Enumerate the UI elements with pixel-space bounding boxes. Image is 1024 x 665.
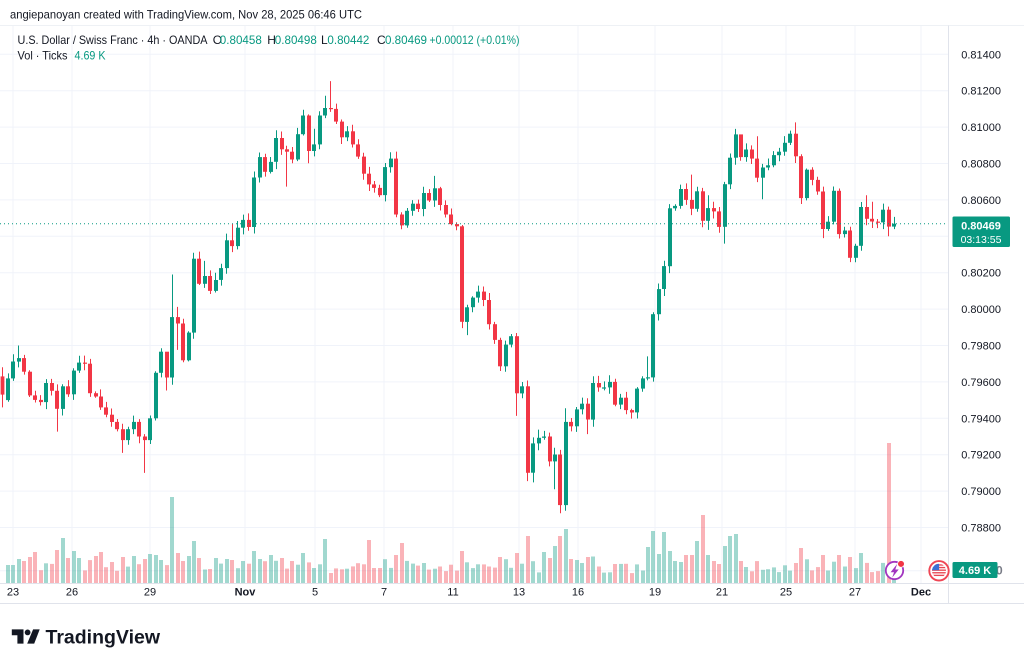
svg-text:0.80469: 0.80469: [961, 221, 1001, 233]
svg-text:+0.00012 (+0.01%): +0.00012 (+0.01%): [430, 33, 520, 47]
svg-text:TradingView: TradingView: [46, 627, 161, 649]
svg-text:19: 19: [649, 587, 661, 599]
svg-text:13: 13: [513, 587, 525, 599]
svg-text:7: 7: [381, 587, 387, 599]
svg-text:C: C: [377, 33, 386, 47]
svg-text:0.78800: 0.78800: [961, 523, 1001, 535]
svg-text:16: 16: [572, 587, 584, 599]
svg-text:0.80200: 0.80200: [961, 268, 1001, 280]
svg-text:angiepanoyan created with Trad: angiepanoyan created with TradingView.co…: [10, 8, 362, 22]
svg-text:11: 11: [447, 587, 458, 599]
svg-text:0.81000: 0.81000: [961, 122, 1001, 134]
svg-text:0.79000: 0.79000: [961, 486, 1001, 498]
svg-text:26: 26: [66, 587, 78, 599]
svg-text:23: 23: [7, 587, 19, 599]
svg-text:0.79800: 0.79800: [961, 341, 1001, 353]
svg-text:O: O: [213, 33, 222, 47]
svg-text:Dec: Dec: [911, 587, 931, 599]
svg-text:03:13:55: 03:13:55: [961, 234, 1002, 246]
svg-text:27: 27: [849, 587, 861, 599]
svg-text:0.81200: 0.81200: [961, 86, 1001, 98]
svg-text:Nov: Nov: [235, 587, 257, 599]
svg-text:21: 21: [716, 587, 728, 599]
svg-text:4.69 K: 4.69 K: [75, 49, 106, 63]
svg-text:0.79400: 0.79400: [961, 413, 1001, 425]
svg-text:0.80498: 0.80498: [275, 33, 317, 47]
svg-text:5: 5: [312, 587, 318, 599]
svg-text:0.80442: 0.80442: [327, 33, 369, 47]
svg-text:0.80000: 0.80000: [961, 304, 1001, 316]
svg-text:4.69 K: 4.69 K: [959, 565, 991, 577]
svg-text:0: 0: [996, 564, 1003, 578]
svg-text:0.79200: 0.79200: [961, 450, 1001, 462]
svg-text:0.79600: 0.79600: [961, 377, 1001, 389]
svg-text:L: L: [321, 33, 328, 47]
svg-text:0.80458: 0.80458: [220, 33, 262, 47]
svg-text:0.81400: 0.81400: [961, 49, 1001, 61]
svg-text:H: H: [267, 33, 276, 47]
svg-text:0.80600: 0.80600: [961, 195, 1001, 207]
svg-text:29: 29: [144, 587, 156, 599]
svg-text:0.80800: 0.80800: [961, 159, 1001, 171]
svg-text:U.S. Dollar / Swiss Franc · 4h: U.S. Dollar / Swiss Franc · 4h · OANDA: [18, 33, 208, 47]
svg-text:0.80469: 0.80469: [385, 33, 427, 47]
svg-text:Vol · Ticks: Vol · Ticks: [18, 49, 68, 63]
svg-text:25: 25: [780, 587, 792, 599]
